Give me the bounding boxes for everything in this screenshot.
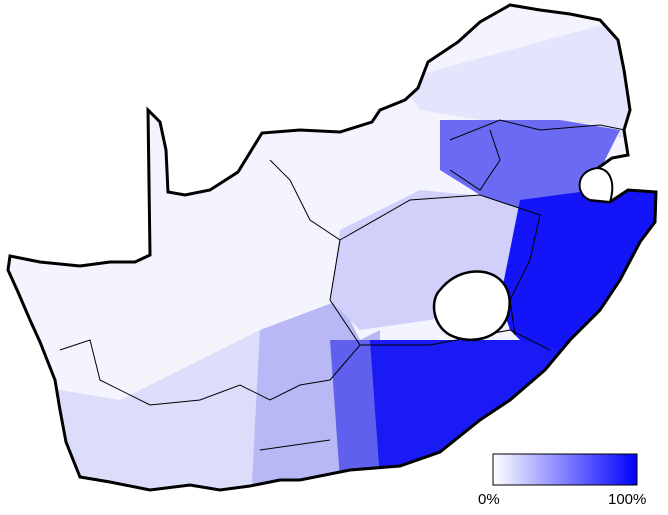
legend-label: 0%: [478, 491, 500, 508]
region-eastern-cape: [350, 340, 560, 480]
province-border: [449, 129, 501, 191]
region-mpumalanga: [440, 120, 620, 215]
region-transition: [330, 340, 380, 480]
province-border: [59, 329, 551, 406]
eswatini: [578, 166, 614, 204]
lesotho: [432, 270, 511, 342]
legend-bar: [492, 453, 638, 486]
province-border: [449, 119, 626, 141]
province-border: [259, 439, 331, 451]
province-border: [269, 159, 361, 346]
legend-label: 100%: [608, 491, 646, 508]
region-limpopo: [400, 20, 640, 140]
